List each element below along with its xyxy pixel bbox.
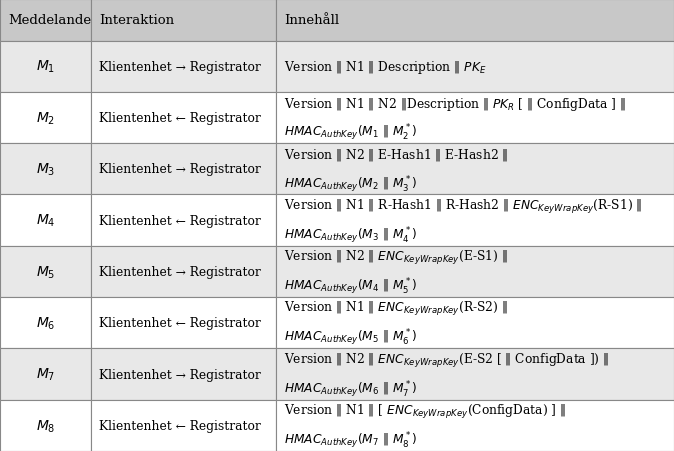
- Bar: [91, 298, 276, 349]
- Bar: [0, 0, 91, 41]
- Bar: [276, 246, 674, 298]
- Bar: [0, 246, 91, 298]
- Text: Version $\|$ N1 $\|$ R-Hash1 $\|$ R-Hash2 $\|$ $ENC_{KeyWrapKey}$(R-S1) $\|$: Version $\|$ N1 $\|$ R-Hash1 $\|$ R-Hash…: [284, 198, 643, 215]
- Text: Klientenhet ← Registrator: Klientenhet ← Registrator: [99, 317, 261, 330]
- Bar: [91, 41, 276, 92]
- Bar: [276, 349, 674, 400]
- Text: $M_8$: $M_8$: [36, 417, 55, 433]
- Text: $M_3$: $M_3$: [36, 161, 55, 178]
- Text: Version $\|$ N2 $\|$ $ENC_{KeyWrapKey}$(E-S2 [ $\|$ ConfigData ]) $\|$: Version $\|$ N2 $\|$ $ENC_{KeyWrapKey}$(…: [284, 351, 609, 369]
- Bar: [91, 195, 276, 246]
- Text: $M_2$: $M_2$: [36, 110, 55, 126]
- Bar: [91, 0, 276, 41]
- Text: Klientenhet → Registrator: Klientenhet → Registrator: [99, 163, 261, 176]
- Text: $M_5$: $M_5$: [36, 264, 55, 280]
- Text: Version $\|$ N2 $\|$ E-Hash1 $\|$ E-Hash2 $\|$: Version $\|$ N2 $\|$ E-Hash1 $\|$ E-Hash…: [284, 147, 509, 163]
- Text: $M_7$: $M_7$: [36, 366, 55, 382]
- Text: Version $\|$ N1 $\|$ $ENC_{KeyWrapKey}$(R-S2) $\|$: Version $\|$ N1 $\|$ $ENC_{KeyWrapKey}$(…: [284, 300, 508, 318]
- Text: $HMAC_{AuthKey}$$(M_1$ $\|$ $M_2^*)$: $HMAC_{AuthKey}$$(M_1$ $\|$ $M_2^*)$: [284, 122, 418, 143]
- Bar: [0, 400, 91, 451]
- Bar: [276, 144, 674, 195]
- Bar: [0, 92, 91, 144]
- Bar: [91, 400, 276, 451]
- Bar: [276, 41, 674, 92]
- Text: Meddelande: Meddelande: [8, 14, 91, 27]
- Bar: [0, 41, 91, 92]
- Text: $HMAC_{AuthKey}$$(M_4$ $\|$ $M_5^*)$: $HMAC_{AuthKey}$$(M_4$ $\|$ $M_5^*)$: [284, 276, 418, 296]
- Bar: [276, 400, 674, 451]
- Bar: [91, 349, 276, 400]
- Bar: [91, 246, 276, 298]
- Text: Klientenhet ← Registrator: Klientenhet ← Registrator: [99, 112, 261, 125]
- Text: Version $\|$ N1 $\|$ [ $ENC_{KeyWrapKey}$(ConfigData) ] $\|$: Version $\|$ N1 $\|$ [ $ENC_{KeyWrapKey}…: [284, 402, 566, 420]
- Text: Version $\|$ N1 $\|$ N2 $\|$Description $\|$ $PK_R$ [ $\|$ ConfigData ] $\|$: Version $\|$ N1 $\|$ N2 $\|$Description …: [284, 96, 626, 112]
- Text: Klientenhet ← Registrator: Klientenhet ← Registrator: [99, 214, 261, 227]
- Bar: [91, 144, 276, 195]
- Bar: [276, 0, 674, 41]
- Bar: [0, 195, 91, 246]
- Bar: [276, 298, 674, 349]
- Text: $M_4$: $M_4$: [36, 212, 55, 229]
- Text: $M_6$: $M_6$: [36, 315, 55, 331]
- Text: Klientenhet → Registrator: Klientenhet → Registrator: [99, 368, 261, 381]
- Text: $HMAC_{AuthKey}$$(M_7$ $\|$ $M_8^*)$: $HMAC_{AuthKey}$$(M_7$ $\|$ $M_8^*)$: [284, 429, 418, 450]
- Text: $HMAC_{AuthKey}$$(M_6$ $\|$ $M_7^*)$: $HMAC_{AuthKey}$$(M_6$ $\|$ $M_7^*)$: [284, 378, 418, 399]
- Text: $HMAC_{AuthKey}$$(M_5$ $\|$ $M_6^*)$: $HMAC_{AuthKey}$$(M_5$ $\|$ $M_6^*)$: [284, 327, 418, 348]
- Bar: [91, 92, 276, 144]
- Bar: [276, 195, 674, 246]
- Text: $HMAC_{AuthKey}$$(M_2$ $\|$ $M_3^*)$: $HMAC_{AuthKey}$$(M_2$ $\|$ $M_3^*)$: [284, 174, 418, 194]
- Text: Klientenhet → Registrator: Klientenhet → Registrator: [99, 265, 261, 278]
- Text: $HMAC_{AuthKey}$$(M_3$ $\|$ $M_4^*)$: $HMAC_{AuthKey}$$(M_3$ $\|$ $M_4^*)$: [284, 225, 418, 245]
- Text: Klientenhet → Registrator: Klientenhet → Registrator: [99, 60, 261, 74]
- Bar: [276, 92, 674, 144]
- Text: $M_1$: $M_1$: [36, 59, 55, 75]
- Text: Interaktion: Interaktion: [99, 14, 174, 27]
- Text: Version $\|$ N2 $\|$ $ENC_{KeyWrapKey}$(E-S1) $\|$: Version $\|$ N2 $\|$ $ENC_{KeyWrapKey}$(…: [284, 249, 508, 267]
- Text: Innehåll: Innehåll: [284, 14, 340, 27]
- Bar: [0, 349, 91, 400]
- Text: Version $\|$ N1 $\|$ Description $\|$ $PK_E$: Version $\|$ N1 $\|$ Description $\|$ $P…: [284, 59, 487, 76]
- Text: Klientenhet ← Registrator: Klientenhet ← Registrator: [99, 419, 261, 432]
- Bar: [0, 298, 91, 349]
- Bar: [0, 144, 91, 195]
